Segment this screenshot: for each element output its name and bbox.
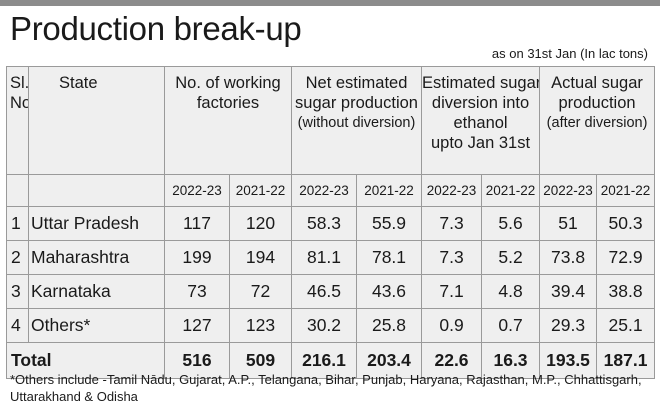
- table-cell: 46.5: [291, 274, 357, 309]
- table-cell: 25.8: [355, 308, 423, 343]
- table-row: 4 Others* 127 123 30.2 25.8 0.9 0.7 29.3…: [6, 308, 656, 343]
- total-cell: 193.5: [539, 342, 598, 379]
- table-cell: 120: [229, 206, 292, 241]
- row-state: Karnataka: [28, 274, 165, 309]
- table-cell: 25.1: [596, 308, 656, 343]
- table-row: 1 Uttar Pradesh 117 120 58.3 55.9 7.3 5.…: [6, 206, 656, 241]
- year-cell: 2022-23: [291, 174, 357, 207]
- table-cell: 73: [164, 274, 230, 309]
- table-cell: 73.8: [539, 240, 598, 275]
- year-cell: 2021-22: [481, 174, 541, 207]
- row-number: 1: [6, 206, 29, 241]
- header-actual-production: Actual sugar production (after diversion…: [539, 66, 656, 175]
- table-cell: 38.8: [596, 274, 656, 309]
- header-sl-line1: Sl.: [10, 74, 29, 92]
- total-label: Total: [6, 342, 165, 379]
- total-row: Total 516 509 216.1 203.4 22.6 16.3 193.…: [6, 342, 656, 379]
- top-rule: [0, 0, 660, 6]
- year-cell: 2022-23: [421, 174, 483, 207]
- table-cell: 55.9: [355, 206, 423, 241]
- header-factories-line1: No. of working: [175, 74, 281, 92]
- year-cell: 2021-22: [355, 174, 423, 207]
- table-cell: 81.1: [291, 240, 357, 275]
- as-of-note: as on 31st Jan (In lac tons): [491, 46, 648, 61]
- header-state: State: [28, 66, 165, 175]
- year-cell: 2022-23: [164, 174, 230, 207]
- year-blank-state: [28, 174, 165, 207]
- table-cell: 43.6: [355, 274, 423, 309]
- year-blank-sl: [6, 174, 29, 207]
- table-cell: 30.2: [291, 308, 357, 343]
- table-cell: 7.3: [421, 240, 483, 275]
- header-ethanol-diversion: Estimated sugar diversion into ethanol u…: [421, 66, 541, 175]
- table-cell: 50.3: [596, 206, 656, 241]
- table-cell: 78.1: [355, 240, 423, 275]
- table-cell: 117: [164, 206, 230, 241]
- total-cell: 203.4: [355, 342, 423, 379]
- year-cell: 2021-22: [229, 174, 292, 207]
- header-div-line1: Estimated sugar: [422, 74, 540, 92]
- row-state: Uttar Pradesh: [28, 206, 165, 241]
- table-cell: 0.7: [481, 308, 541, 343]
- header-row: Sl. No. State No. of working factories N…: [6, 66, 656, 175]
- header-net-line1: Net estimated: [305, 74, 408, 92]
- table-cell: 0.9: [421, 308, 483, 343]
- table-cell: 72.9: [596, 240, 656, 275]
- table-cell: 72: [229, 274, 292, 309]
- header-actual-line1: Actual sugar: [551, 74, 643, 92]
- header-div-line2: diversion into: [431, 94, 530, 112]
- header-div-line4: upto Jan 31st: [430, 134, 531, 152]
- table-cell: 127: [164, 308, 230, 343]
- header-actual-line3: (after diversion): [546, 115, 648, 131]
- year-header-row: 2022-23 2021-22 2022-23 2021-22 2022-23 …: [6, 174, 656, 207]
- header-div-line3: ethanol: [453, 114, 508, 132]
- header-factories: No. of working factories: [164, 66, 292, 175]
- row-state: Maharashtra: [28, 240, 165, 275]
- table-cell: 39.4: [539, 274, 598, 309]
- table-cell: 5.2: [481, 240, 541, 275]
- total-cell: 516: [164, 342, 230, 379]
- table-cell: 199: [164, 240, 230, 275]
- table-cell: 123: [229, 308, 292, 343]
- footnote: *Others include -Tamil Nādu, Gujarat, A.…: [10, 372, 642, 404]
- year-cell: 2022-23: [539, 174, 598, 207]
- row-number: 3: [6, 274, 29, 309]
- header-actual-line2: production: [558, 94, 636, 112]
- table-row: 3 Karnataka 73 72 46.5 43.6 7.1 4.8 39.4…: [6, 274, 656, 309]
- table-cell: 51: [539, 206, 598, 241]
- table-cell: 7.3: [421, 206, 483, 241]
- table-row: 2 Maharashtra 199 194 81.1 78.1 7.3 5.2 …: [6, 240, 656, 275]
- total-cell: 216.1: [291, 342, 357, 379]
- page-title: Production break-up: [10, 10, 302, 47]
- row-number: 2: [6, 240, 29, 275]
- table-cell: 29.3: [539, 308, 598, 343]
- header-sl: Sl. No.: [6, 66, 29, 175]
- row-number: 4: [6, 308, 29, 343]
- row-state: Others*: [28, 308, 165, 343]
- table-cell: 4.8: [481, 274, 541, 309]
- table-cell: 5.6: [481, 206, 541, 241]
- header-sl-line2: No.: [10, 94, 28, 112]
- total-cell: 187.1: [596, 342, 656, 379]
- header-net-line2: sugar production: [295, 94, 418, 112]
- table-cell: 58.3: [291, 206, 357, 241]
- year-cell: 2021-22: [596, 174, 656, 207]
- table-cell: 194: [229, 240, 292, 275]
- header-factories-line2: factories: [196, 94, 260, 112]
- header-net-line3: (without diversion): [297, 115, 416, 131]
- production-table: Sl. No. State No. of working factories N…: [6, 66, 656, 379]
- table-cell: 7.1: [421, 274, 483, 309]
- total-cell: 16.3: [481, 342, 541, 379]
- header-net-production: Net estimated sugar production (without …: [290, 66, 423, 175]
